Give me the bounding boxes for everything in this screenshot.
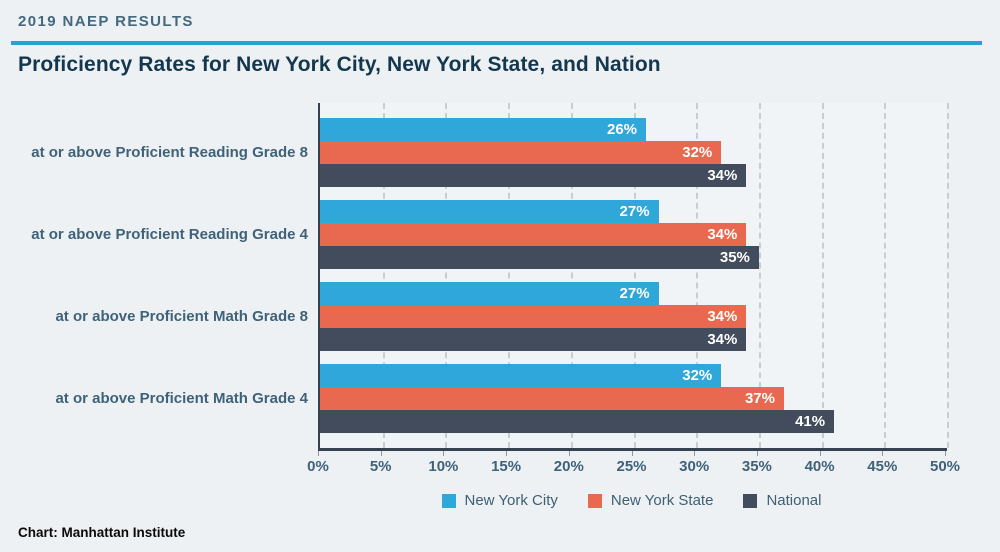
plot-area: 26% 32% 34% 27% 34% 35% 27% 34% 34% 32% 37% 41% <box>318 103 949 451</box>
bar: 34% <box>320 164 747 187</box>
bar: 34% <box>320 328 747 351</box>
x-tick-label: 20% <box>553 458 584 475</box>
gridline <box>382 103 385 448</box>
bar-value-label: 34% <box>707 167 738 184</box>
legend-item: New York State <box>587 492 714 509</box>
x-tick <box>819 451 821 456</box>
bar-value-label: 34% <box>707 226 738 243</box>
gridline <box>696 103 699 448</box>
bar: 41% <box>320 410 835 433</box>
gridline <box>508 103 511 448</box>
bar-value-label: 37% <box>744 390 775 407</box>
x-tick <box>631 451 633 456</box>
bar: 35% <box>320 246 759 269</box>
x-tick-label: 30% <box>679 458 710 475</box>
x-tick-label: 15% <box>491 458 522 475</box>
x-tick <box>506 451 508 456</box>
x-tick-label: 50% <box>929 458 961 475</box>
x-axis: 0% 5% 10% 15% 20% 25% 30% 35% 40% 45% 50% <box>307 451 960 481</box>
gridline <box>758 103 761 448</box>
bar: 32% <box>320 364 722 387</box>
gridline <box>445 103 448 448</box>
x-tick <box>756 451 758 456</box>
x-tick-label: 10% <box>428 458 459 475</box>
legend-swatch <box>587 493 602 508</box>
category-labels: at or above Proficient Reading Grade 8 at… <box>0 103 308 448</box>
x-tick-label: 5% <box>369 458 392 475</box>
category-label: at or above Proficient Math Grade 8 <box>55 308 308 325</box>
gridline <box>884 103 887 448</box>
category-label: at or above Proficient Reading Grade 4 <box>31 226 308 243</box>
x-tick <box>882 451 884 456</box>
bar-value-label: 32% <box>682 144 713 161</box>
gridline <box>633 103 636 448</box>
bar-value-label: 34% <box>707 308 738 325</box>
category-label: at or above Proficient Reading Grade 8 <box>31 144 308 161</box>
bar: 37% <box>320 387 784 410</box>
x-tick-label: 35% <box>741 458 772 475</box>
bar: 26% <box>320 118 647 141</box>
bar-value-label: 27% <box>619 203 650 220</box>
legend-swatch <box>441 493 456 508</box>
x-tick-label: 45% <box>867 458 898 475</box>
x-tick <box>380 451 382 456</box>
x-tick-label: 40% <box>804 458 835 475</box>
bar: 27% <box>320 282 659 305</box>
x-tick <box>318 451 319 456</box>
x-tick <box>945 451 946 456</box>
x-tick <box>443 451 445 456</box>
page-title: Proficiency Rates for New York City, New… <box>18 53 661 76</box>
gridline <box>821 103 824 448</box>
legend-item: National <box>743 492 821 509</box>
category-label: at or above Proficient Math Grade 4 <box>55 390 308 407</box>
chart-credit: Chart: Manhattan Institute <box>18 525 186 540</box>
bar-value-label: 26% <box>607 121 638 138</box>
gridline <box>947 103 949 448</box>
gridline <box>570 103 573 448</box>
legend-label: New York City <box>464 492 558 509</box>
bar: 34% <box>320 305 747 328</box>
legend-swatch <box>743 493 758 508</box>
bar-value-label: 27% <box>619 285 650 302</box>
bar: 27% <box>320 200 659 223</box>
x-tick <box>694 451 696 456</box>
bar-value-label: 32% <box>682 367 713 384</box>
x-tick-label: 0% <box>307 458 329 475</box>
legend-item: New York City <box>441 492 558 509</box>
kicker: 2019 NAEP RESULTS <box>18 13 194 30</box>
bar-value-label: 35% <box>719 249 750 266</box>
legend-label: New York State <box>610 492 714 509</box>
bar-value-label: 41% <box>795 413 826 430</box>
bar-value-label: 34% <box>707 331 738 348</box>
x-tick <box>568 451 570 456</box>
header-rule <box>11 41 982 45</box>
bar: 32% <box>320 141 722 164</box>
bar: 34% <box>320 223 747 246</box>
legend: New York City New York State National <box>318 492 945 509</box>
legend-label: National <box>766 492 822 509</box>
x-tick-label: 25% <box>616 458 647 475</box>
